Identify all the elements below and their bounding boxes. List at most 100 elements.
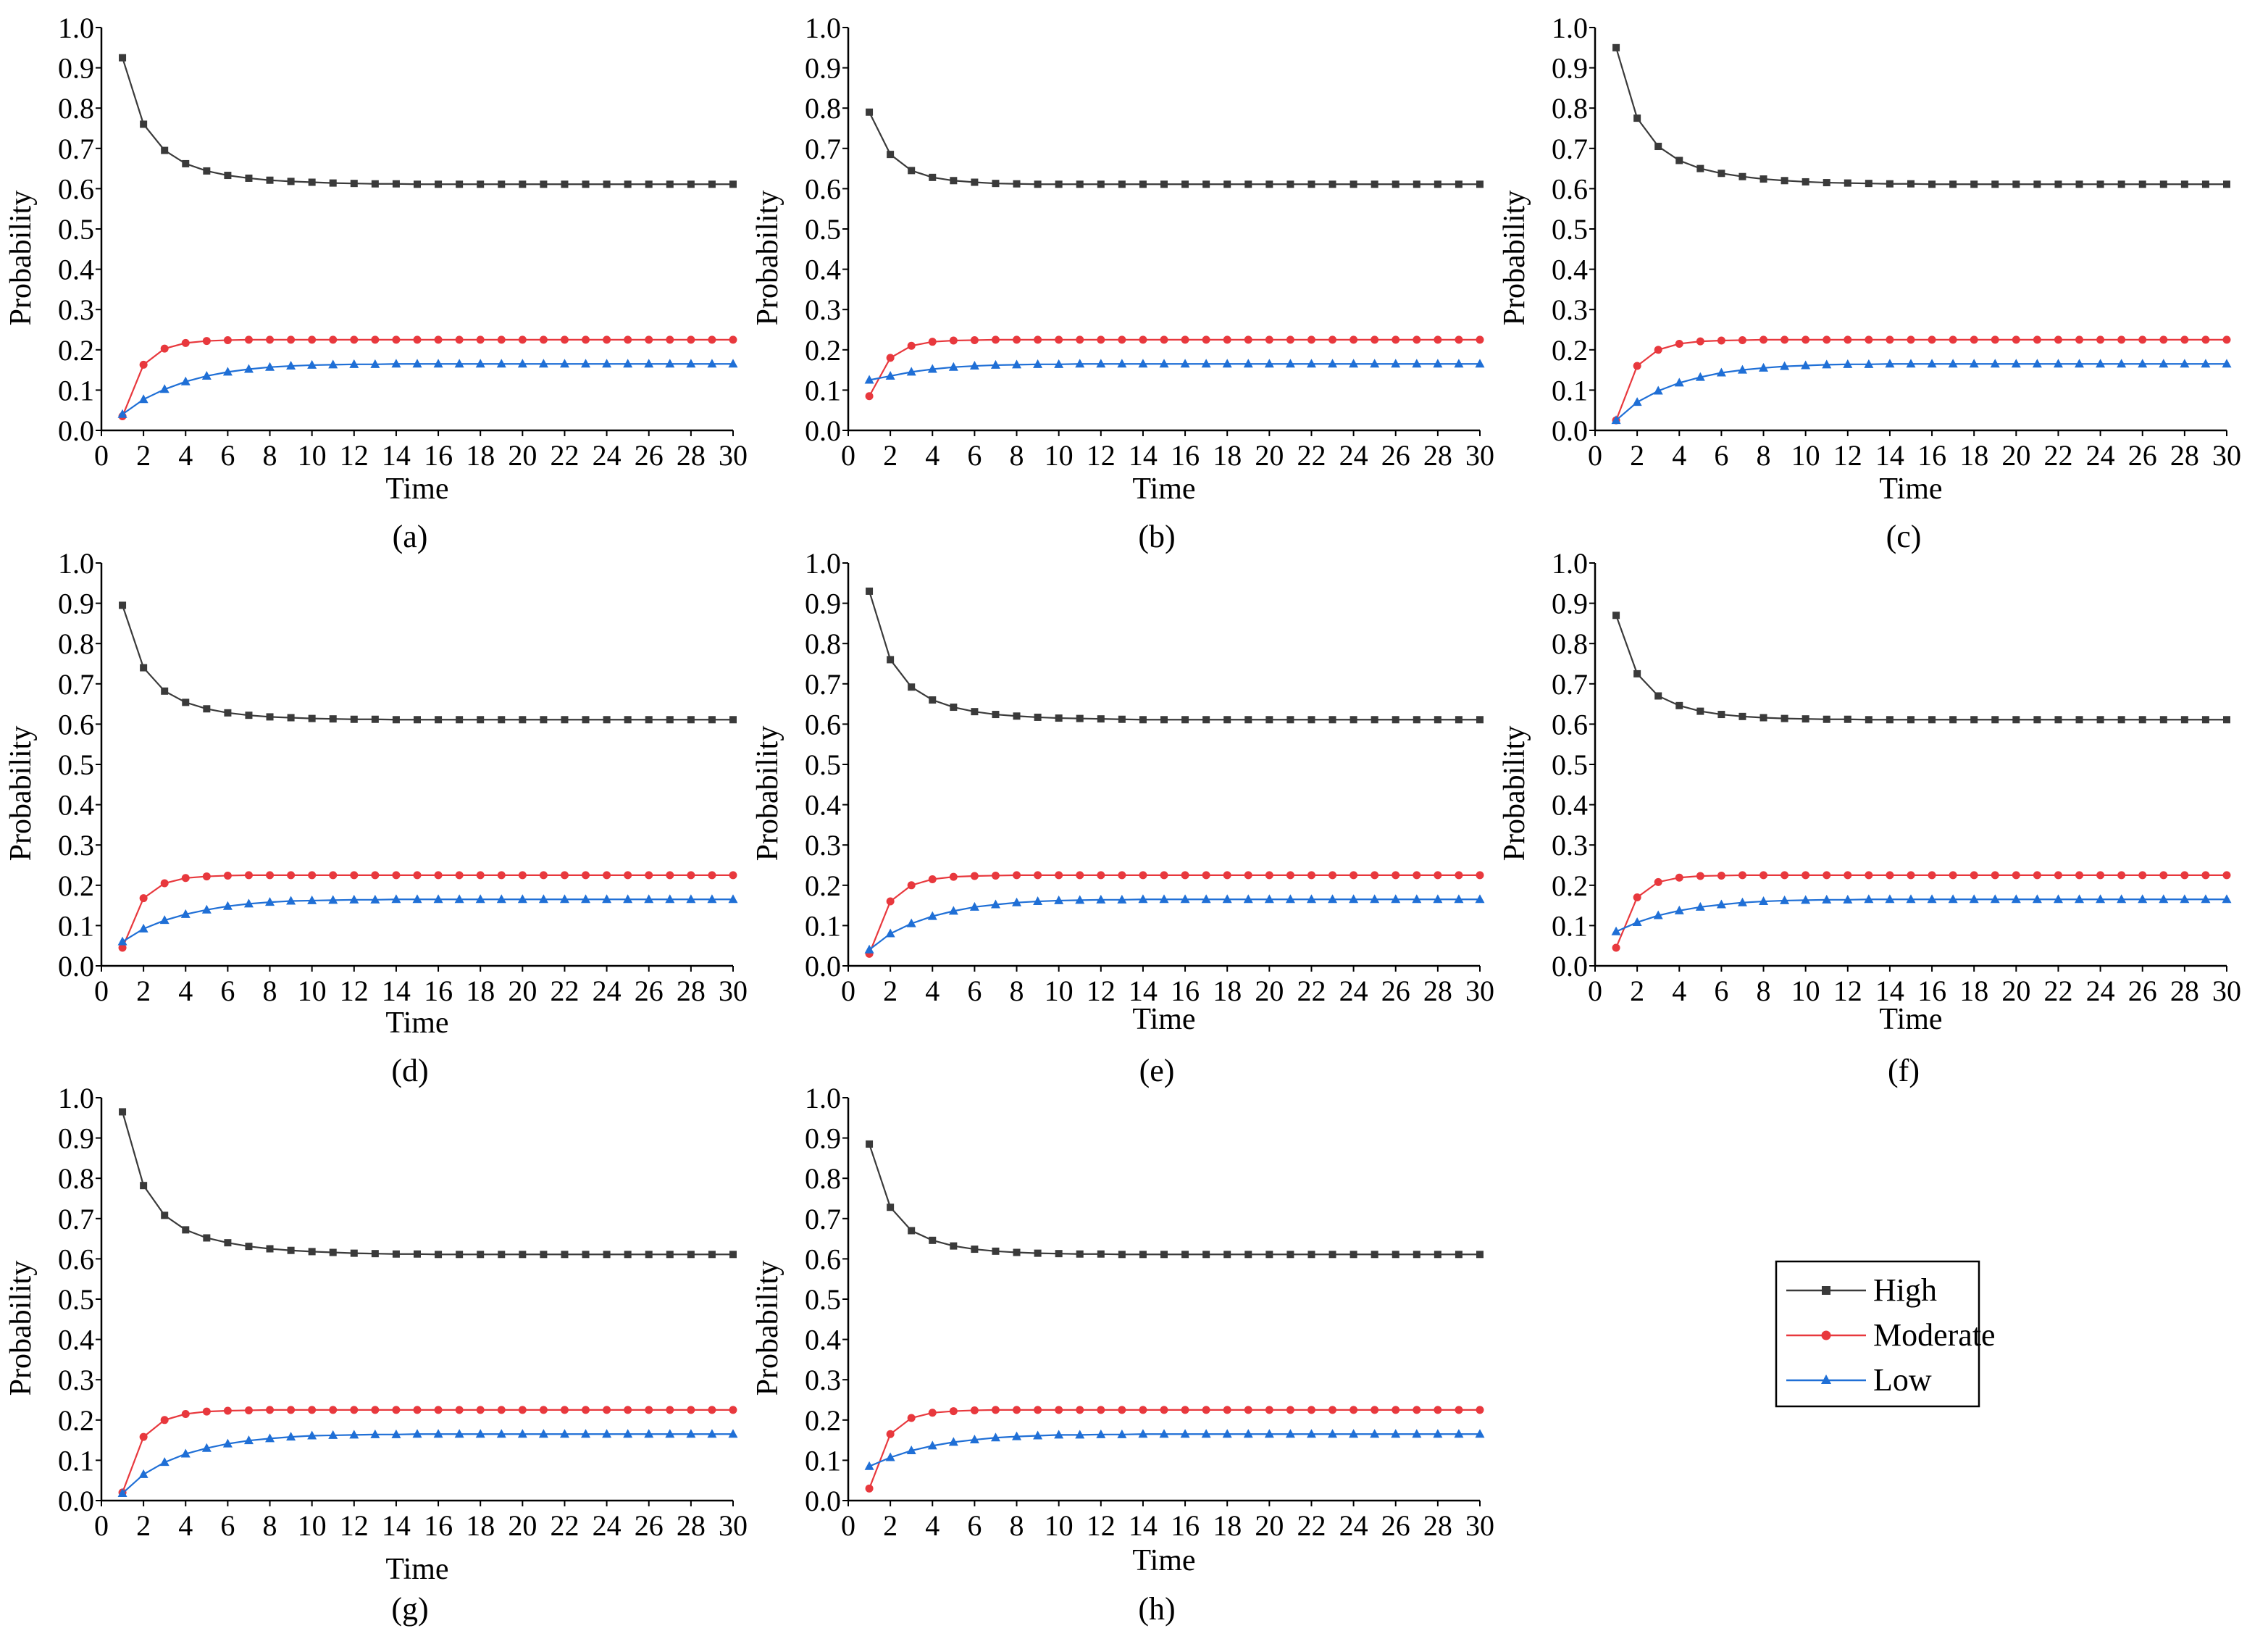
data-point-high: [2012, 180, 2020, 188]
series-moderate: [1612, 871, 2231, 952]
data-point-moderate: [865, 1484, 874, 1493]
data-point-high: [1265, 1251, 1273, 1259]
data-point-low: [117, 1488, 127, 1497]
y-tick-label: 0.9: [805, 52, 841, 85]
data-point-high: [666, 716, 674, 724]
data-point-low: [1716, 367, 1726, 377]
data-point-high: [245, 1243, 253, 1251]
data-point-low: [1864, 894, 1874, 904]
data-point-low: [864, 1461, 874, 1470]
data-point-low: [243, 1435, 254, 1445]
data-point-moderate: [560, 1406, 569, 1414]
data-point-moderate: [1696, 872, 1704, 880]
data-point-moderate: [603, 335, 611, 344]
data-point-moderate: [928, 875, 937, 883]
data-point-low: [927, 364, 937, 373]
data-point-low: [1780, 895, 1790, 904]
data-point-moderate: [1286, 1406, 1294, 1414]
data-point-low: [2180, 359, 2190, 368]
x-tick-label: 20: [2001, 975, 2030, 1007]
data-point-low: [328, 1430, 338, 1439]
data-point-high: [540, 180, 548, 188]
data-point-high: [119, 1108, 127, 1116]
data-point-high: [2180, 716, 2188, 724]
data-point-moderate: [497, 1406, 506, 1414]
y-tick-label: 0.3: [58, 829, 94, 862]
y-tick-label: 0.9: [58, 588, 94, 620]
data-point-moderate: [139, 1432, 148, 1441]
data-point-moderate: [1371, 1406, 1379, 1414]
series-line-low: [869, 1433, 1480, 1467]
data-point-high: [287, 714, 295, 722]
data-point-high: [182, 159, 190, 167]
x-tick-label: 6: [967, 975, 982, 1007]
data-point-moderate: [1118, 871, 1126, 880]
x-tick-label: 6: [220, 975, 235, 1007]
x-tick-label: 2: [883, 1509, 897, 1542]
x-tick-label: 22: [550, 1509, 579, 1542]
data-point-high: [1970, 180, 1978, 188]
data-point-low: [2201, 359, 2211, 368]
data-point-low: [2096, 894, 2106, 904]
data-point-low: [1969, 894, 1979, 904]
series-line-moderate: [869, 338, 1480, 397]
y-tick-label: 0.5: [1552, 748, 1588, 781]
data-point-low: [707, 894, 717, 904]
data-point-moderate: [1633, 893, 1641, 901]
y-tick-label: 0.9: [58, 52, 94, 85]
series-line-moderate: [122, 338, 733, 417]
data-point-low: [243, 364, 254, 373]
data-point-low: [286, 1432, 296, 1441]
data-point-high: [1118, 180, 1126, 188]
data-point-high: [350, 180, 358, 188]
data-point-moderate: [2222, 871, 2231, 880]
data-point-high: [908, 1227, 916, 1235]
data-point-moderate: [1476, 871, 1484, 880]
data-point-high: [624, 180, 632, 188]
data-point-low: [2053, 359, 2063, 368]
data-point-high: [392, 1250, 400, 1258]
data-point-moderate: [970, 335, 979, 344]
data-point-high: [1139, 1251, 1147, 1259]
data-point-high: [729, 1251, 737, 1259]
data-point-low: [138, 394, 148, 404]
data-point-high: [2033, 180, 2041, 188]
data-point-moderate: [413, 335, 422, 344]
data-point-low: [1454, 359, 1464, 368]
data-point-high: [1928, 716, 1936, 724]
x-tick-label: 4: [178, 975, 193, 1007]
data-point-high: [1949, 180, 1957, 188]
y-tick-label: 0.5: [805, 1283, 841, 1316]
x-tick-label: 10: [1791, 439, 1820, 472]
data-point-moderate: [1223, 1406, 1231, 1414]
x-tick-label: 30: [719, 1509, 748, 1542]
x-tick-label: 18: [1959, 975, 1988, 1007]
x-tick-label: 18: [1213, 975, 1242, 1007]
data-point-high: [477, 716, 485, 724]
data-point-low: [2032, 359, 2042, 368]
data-point-low: [1433, 894, 1443, 904]
data-point-high: [971, 178, 979, 186]
data-point-high: [908, 683, 916, 691]
data-point-low: [602, 359, 612, 368]
data-point-high: [887, 1204, 895, 1211]
legend-item-low: Low: [1786, 1362, 1932, 1398]
x-tick-label: 10: [1045, 439, 1074, 472]
data-point-moderate: [1055, 871, 1063, 880]
y-tick-label: 0.3: [1552, 293, 1588, 326]
x-tick-label: 20: [508, 975, 537, 1007]
data-point-low: [1222, 359, 1232, 368]
data-point-low: [559, 894, 569, 904]
data-point-moderate: [223, 871, 232, 880]
data-point-moderate: [645, 871, 653, 880]
data-point-high: [1612, 612, 1620, 620]
data-point-low: [1885, 359, 1895, 368]
x-tick-label: 12: [1833, 975, 1862, 1007]
x-tick-label: 0: [841, 439, 855, 472]
series-line-low: [1615, 363, 2227, 421]
data-point-moderate: [308, 1406, 317, 1414]
data-point-moderate: [1307, 871, 1315, 880]
data-point-moderate: [1392, 335, 1400, 344]
data-point-moderate: [350, 335, 359, 344]
panel-label-g: (g): [391, 1591, 428, 1627]
